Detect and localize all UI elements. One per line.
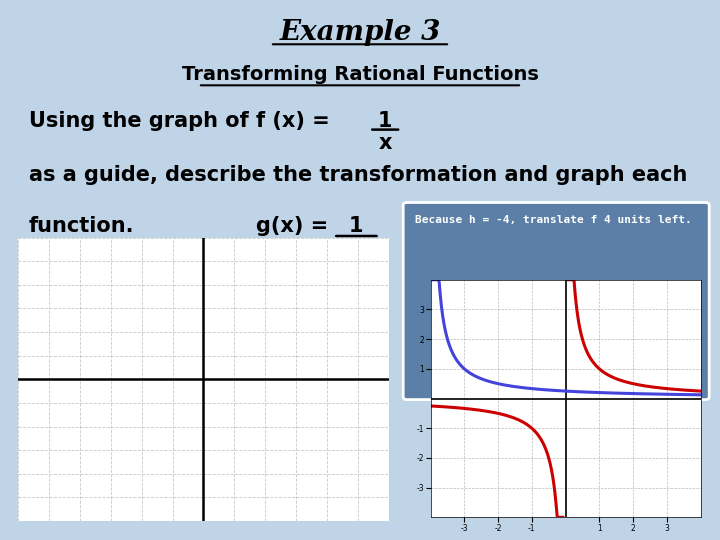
Text: x + 4: x + 4 (326, 240, 387, 260)
Text: 1: 1 (349, 216, 364, 236)
Text: Because h = -4, translate f 4 units left.: Because h = -4, translate f 4 units left… (415, 215, 692, 225)
Text: as a guide, describe the transformation and graph each: as a guide, describe the transformation … (29, 165, 687, 185)
Text: Example 3: Example 3 (279, 19, 441, 46)
Text: g(x) =: g(x) = (256, 216, 328, 236)
Text: x: x (379, 133, 392, 153)
Text: function.: function. (29, 216, 135, 236)
Text: Using the graph of f (x) =: Using the graph of f (x) = (29, 111, 344, 131)
Text: 1: 1 (378, 111, 392, 131)
Text: Transforming Rational Functions: Transforming Rational Functions (181, 65, 539, 84)
FancyBboxPatch shape (403, 202, 709, 400)
